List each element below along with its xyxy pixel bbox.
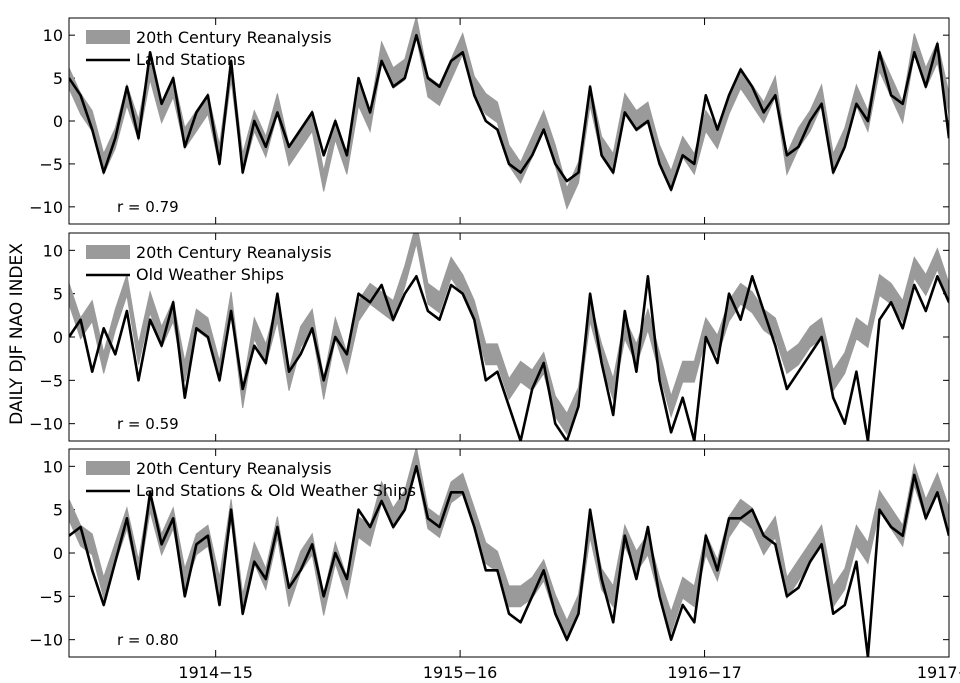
y-tick-label: 10: [43, 457, 63, 476]
x-axis-ticks: 1914−15 1915−16 1916−17 1917−8: [178, 18, 960, 682]
y-tick-label: 0: [53, 328, 63, 347]
y-tick-label: −10: [29, 631, 63, 650]
x-tick-label: 1917−8: [917, 663, 960, 682]
legend-label: Land Stations & Old Weather Ships: [136, 481, 416, 500]
legend-label: Old Weather Ships: [136, 265, 284, 284]
x-tick-label: 1916−17: [667, 663, 741, 682]
y-tick-label: −5: [39, 371, 63, 390]
y-tick-label: −5: [39, 155, 63, 174]
correlation-label: r = 0.59: [117, 415, 179, 433]
legend-swatch-band: [86, 461, 130, 475]
legend: 20th Century Reanalysis Land Stations & O…: [86, 459, 416, 500]
observed-line: [69, 33, 949, 191]
y-tick-label: 0: [53, 112, 63, 131]
legend-label: 20th Century Reanalysis: [136, 28, 332, 47]
y-tick-label: 10: [43, 241, 63, 260]
y-tick-label: −10: [29, 198, 63, 217]
y-tick-label: 0: [53, 544, 63, 563]
legend-swatch-band: [86, 30, 130, 44]
panel-bottom: −10 −5 0 5 10 20th Century Reanalysis Land Sta…: [29, 448, 950, 658]
y-tick-label: 5: [53, 501, 63, 520]
panel-frame: [68, 232, 950, 442]
legend: 20th Century Reanalysis Old Weather Ships: [86, 243, 332, 284]
legend: 20th Century Reanalysis Land Stations: [86, 28, 332, 69]
y-tick-label: −10: [29, 415, 63, 434]
y-tick-label: 10: [43, 26, 63, 45]
plot-area: [69, 18, 949, 210]
legend-label: 20th Century Reanalysis: [136, 459, 332, 478]
observed-line: [69, 464, 949, 657]
correlation-label: r = 0.80: [117, 631, 179, 649]
y-axis-label: DAILY DJF NAO INDEX: [7, 243, 27, 425]
x-tick-label: 1914−15: [178, 663, 252, 682]
plot-area: [69, 233, 949, 441]
observed-line: [69, 274, 949, 441]
plot-area: [69, 449, 949, 657]
y-tick-label: −5: [39, 587, 63, 606]
panel-frame: [68, 448, 950, 658]
legend-label: Land Stations: [136, 50, 245, 69]
legend-label: 20th Century Reanalysis: [136, 243, 332, 262]
x-tick-label: 1915−16: [423, 663, 497, 682]
panel-middle: −10 −5 0 5 10 20th Century Reanalysis Old Weat…: [29, 232, 950, 442]
correlation-label: r = 0.79: [117, 198, 179, 216]
legend-swatch-band: [86, 245, 130, 259]
panels: −10 −5 0 5 10 20th Century Reanalysis Land Sta…: [29, 17, 950, 658]
y-tick-label: 5: [53, 285, 63, 304]
panel-frame: [68, 17, 950, 225]
panel-top: −10 −5 0 5 10 20th Century Reanalysis Land Sta…: [29, 17, 950, 225]
reanalysis-band: [69, 233, 949, 436]
y-tick-label: 5: [53, 69, 63, 88]
